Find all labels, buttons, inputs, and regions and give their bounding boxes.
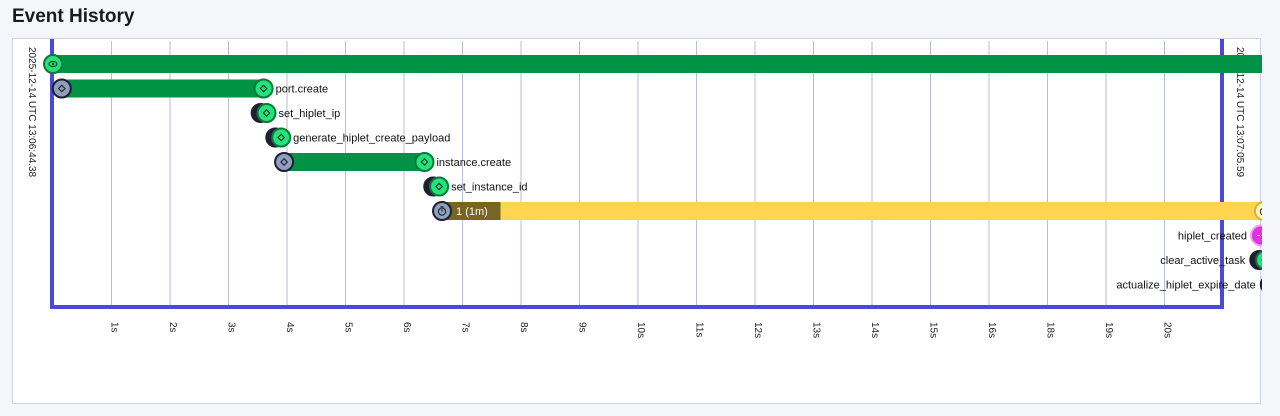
tick-label: 13s xyxy=(811,322,822,338)
signal-node[interactable] xyxy=(1250,224,1262,247)
event-row-port-create[interactable]: port.create xyxy=(51,78,329,99)
tick-label: 3s xyxy=(226,322,237,333)
event-label: clear_active_task xyxy=(1160,255,1245,267)
tick-label: 20s xyxy=(1162,322,1173,338)
event-label: generate_hiplet_create_payload xyxy=(293,133,450,145)
workflow-bar[interactable] xyxy=(53,55,1262,73)
timer-bar[interactable] xyxy=(442,202,1262,220)
event-label: hiplet_created xyxy=(1178,231,1247,243)
event-row-timer[interactable]: 1 (1m) xyxy=(432,201,1262,221)
tick-label: 14s xyxy=(869,322,880,338)
diamond-icon xyxy=(262,109,271,117)
local-end-node-circle[interactable] xyxy=(1255,250,1262,270)
event-label: instance.create xyxy=(436,157,511,169)
timer-label: 1 (1m) xyxy=(456,206,488,218)
activity-end-node[interactable] xyxy=(253,78,274,99)
signal-node-circle[interactable] xyxy=(1250,224,1262,247)
event-row-set-instance-id[interactable]: set_instance_id xyxy=(423,176,528,197)
event-row-clear-active-task[interactable]: clear_active_task xyxy=(1160,250,1262,270)
stopwatch-icon xyxy=(1259,207,1262,216)
timer-start-node[interactable] xyxy=(432,201,453,221)
timeline-frame xyxy=(50,39,1224,309)
tick-label: 18s xyxy=(1045,322,1056,338)
page-title: Event History xyxy=(12,6,135,27)
local-end-node[interactable] xyxy=(271,127,292,148)
tick-labels: 1s 2s 3s 4s 5s 6s 7s 8s 9s 10s 11s 12s 13s 14s 15s 16s 1… xyxy=(109,322,1173,338)
activity-start-node[interactable] xyxy=(274,152,295,172)
timeline-chart: 1s 2s 3s 4s 5s 6s 7s 8s 9s 10s 11s 12s 13s 14s 15s 16s 1… xyxy=(26,39,1262,338)
event-row-generate-hiplet-create-payload[interactable]: generate_hiplet_create_payload xyxy=(265,127,450,148)
activity-start-node-circle[interactable] xyxy=(274,152,295,172)
activity-end-node-circle[interactable] xyxy=(253,78,274,99)
tick-label: 11s xyxy=(694,322,705,337)
local-start-node[interactable] xyxy=(1259,276,1262,294)
local-end-node[interactable] xyxy=(1255,250,1262,270)
event-label: port.create xyxy=(276,84,329,96)
start-timestamp: 2025-12-14 UTC 13:06:44.38 xyxy=(26,47,37,178)
end-timestamp: 2025-12-14 UTC 13:07:05.59 xyxy=(1234,47,1245,178)
activity-bar[interactable] xyxy=(61,79,264,98)
diamond-icon xyxy=(435,182,444,191)
local-end-node-circle[interactable] xyxy=(271,127,292,148)
stopwatch-icon xyxy=(437,207,447,216)
timer-end-node[interactable] xyxy=(1253,201,1262,221)
local-end-node-circle[interactable] xyxy=(429,176,450,197)
event-label: actualize_hiplet_expire_date xyxy=(1116,280,1255,292)
diamond-icon xyxy=(420,158,429,166)
diamond-icon xyxy=(280,158,289,166)
activity-start-node-circle[interactable] xyxy=(51,78,72,99)
tick-label: 10s xyxy=(635,322,646,338)
event-row-set-hiplet-ip[interactable]: set_hiplet_ip xyxy=(250,103,341,123)
event-row-workflow[interactable] xyxy=(43,54,1262,74)
tick-label: 16s xyxy=(986,322,997,338)
tick-label: 12s xyxy=(752,322,763,338)
local-end-node-circle[interactable] xyxy=(256,103,277,123)
event-row-hiplet-created[interactable]: hiplet_created xyxy=(1178,224,1262,247)
event-label: set_hiplet_ip xyxy=(279,108,341,120)
event-history-panel: 1s 2s 3s 4s 5s 6s 7s 8s 9s 10s 11s 12s 13s 14s 15s 16s 1… xyxy=(12,38,1262,404)
tick-label: 2s xyxy=(167,322,178,333)
activity-end-node[interactable] xyxy=(414,152,435,172)
gridlines xyxy=(111,41,1165,307)
tick-label: 9s xyxy=(577,322,588,333)
diamond-icon xyxy=(259,84,268,93)
diamond-icon xyxy=(57,84,66,93)
activity-end-node-circle[interactable] xyxy=(414,152,435,172)
eye-icon-pupil xyxy=(51,62,55,66)
tick-label: 7s xyxy=(460,322,471,333)
tick-label: 5s xyxy=(343,322,354,333)
timer-end-node-circle[interactable] xyxy=(1253,201,1262,221)
tick-label: 19s xyxy=(1103,322,1114,338)
event-label: set_instance_id xyxy=(451,182,527,194)
diamond-icon xyxy=(277,133,286,142)
local-start-node-circle[interactable] xyxy=(1259,276,1262,294)
activity-start-node[interactable] xyxy=(51,78,72,99)
local-end-node[interactable] xyxy=(429,176,450,197)
tick-label: 1s xyxy=(109,322,120,333)
local-end-node[interactable] xyxy=(256,103,277,123)
tick-label: 4s xyxy=(284,322,295,333)
timer-fired-bar[interactable] xyxy=(442,202,501,220)
tick-label: 15s xyxy=(928,322,939,338)
workflow-start-node[interactable] xyxy=(43,54,63,74)
eye-icon xyxy=(48,60,58,68)
tick-label: 6s xyxy=(401,322,412,333)
activity-bar[interactable] xyxy=(284,153,425,171)
event-row-instance-create[interactable]: instance.create xyxy=(274,152,511,172)
tick-label: 8s xyxy=(518,322,529,333)
event-row-actualize-hiplet-expire-date[interactable]: actualize_hiplet_expire_date xyxy=(1116,276,1262,294)
